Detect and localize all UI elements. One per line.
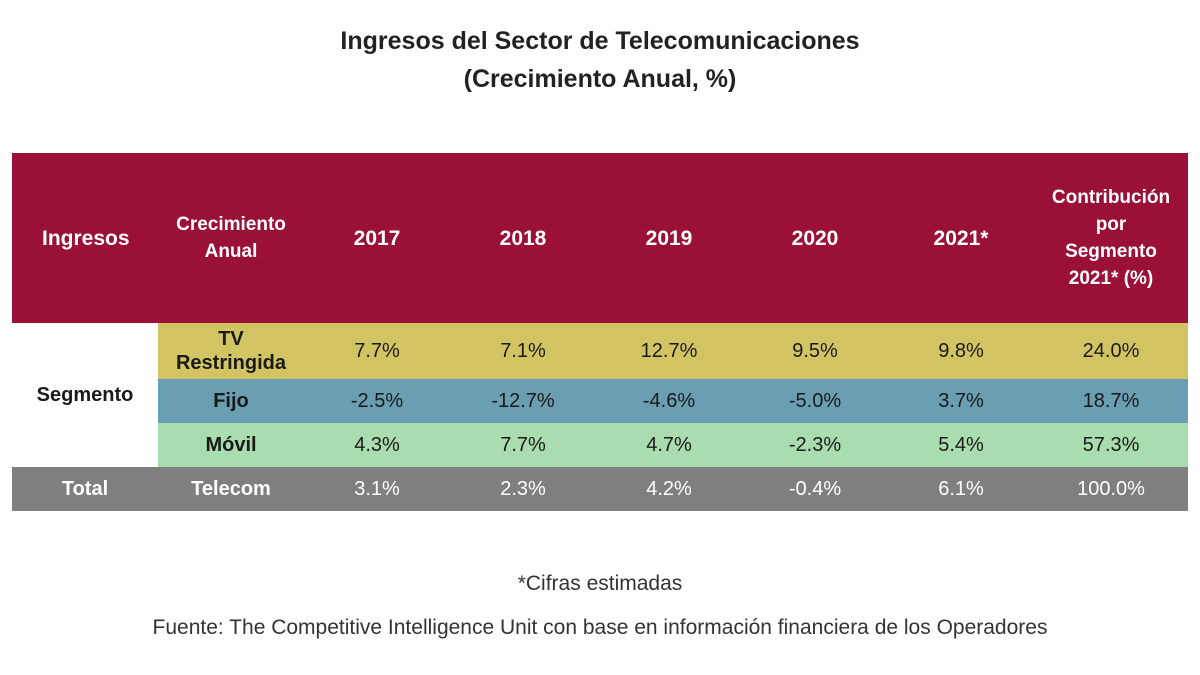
movil-2017: 4.3% (304, 423, 450, 467)
header-contribucion: Contribución por Segmento 2021* (%) (1034, 153, 1188, 323)
tv-2021: 9.8% (888, 323, 1034, 379)
header-crecimiento: Crecimiento Anual (158, 153, 304, 323)
source-note: Fuente: The Competitive Intelligence Uni… (152, 616, 1048, 639)
header-2021: 2021* (888, 153, 1034, 323)
header-crecimiento-line1: Crecimiento (176, 214, 286, 235)
tv-2017: 7.7% (304, 323, 450, 379)
fijo-contrib: 18.7% (1034, 379, 1188, 423)
header-2017: 2017 (304, 153, 450, 323)
total-2021: 6.1% (888, 467, 1034, 511)
row-name-tv-line2: Restringida (175, 352, 287, 374)
header-row: Ingresos Crecimiento Anual 2017 2018 201… (12, 153, 1188, 323)
tv-contrib: 24.0% (1034, 323, 1188, 379)
row-name-fijo: Fijo (158, 379, 304, 423)
movil-2021: 5.4% (888, 423, 1034, 467)
total-2020: -0.4% (742, 467, 888, 511)
header-crecimiento-line2: Anual (204, 241, 258, 262)
header-2020: 2020 (742, 153, 888, 323)
revenue-table: Ingresos Crecimiento Anual 2017 2018 201… (12, 153, 1188, 511)
total-2018: 2.3% (450, 467, 596, 511)
total-label: Total (12, 467, 158, 511)
row-name-telecom: Telecom (158, 467, 304, 511)
header-contrib-line3: Segmento (1065, 241, 1157, 262)
movil-2020: -2.3% (742, 423, 888, 467)
tv-2018: 7.1% (450, 323, 596, 379)
header-contrib-line1: Contribución (1051, 187, 1171, 208)
fijo-2020: -5.0% (742, 379, 888, 423)
header-ingresos: Ingresos (12, 153, 158, 323)
tv-2020: 9.5% (742, 323, 888, 379)
total-2019: 4.2% (596, 467, 742, 511)
fijo-2018: -12.7% (450, 379, 596, 423)
segment-label: Segmento (12, 323, 158, 467)
fijo-2021: 3.7% (888, 379, 1034, 423)
header-2019: 2019 (596, 153, 742, 323)
row-name-tv: TV Restringida (158, 323, 304, 379)
fijo-2019: -4.6% (596, 379, 742, 423)
movil-2018: 7.7% (450, 423, 596, 467)
fijo-2017: -2.5% (304, 379, 450, 423)
table-row-total: Total Telecom 3.1% 2.3% 4.2% -0.4% 6.1% … (12, 467, 1188, 511)
table-row-tv-restringida: Segmento TV Restringida 7.7% 7.1% 12.7% … (12, 323, 1188, 467)
row-name-movil: Móvil (158, 423, 304, 467)
chart-title: Ingresos del Sector de Telecomunicacione… (0, 22, 1200, 98)
total-2017: 3.1% (304, 467, 450, 511)
movil-2019: 4.7% (596, 423, 742, 467)
header-contrib-line2: por (1095, 214, 1127, 235)
title-line-1: Ingresos del Sector de Telecomunicacione… (340, 27, 860, 55)
total-contrib: 100.0% (1034, 467, 1188, 511)
row-name-tv-line1: TV (218, 328, 244, 350)
header-contrib-line4: 2021* (%) (1068, 268, 1154, 289)
header-2018: 2018 (450, 153, 596, 323)
tv-2019: 12.7% (596, 323, 742, 379)
table-row-movil: Móvil 4.3% 7.7% 4.7% -2.3% 5.4% 57.3% (12, 423, 1188, 467)
title-line-2: (Crecimiento Anual, %) (463, 65, 737, 93)
movil-contrib: 57.3% (1034, 423, 1188, 467)
footnote: *Cifras estimadas (517, 572, 683, 595)
table-row-fijo: Fijo -2.5% -12.7% -4.6% -5.0% 3.7% 18.7% (12, 379, 1188, 423)
